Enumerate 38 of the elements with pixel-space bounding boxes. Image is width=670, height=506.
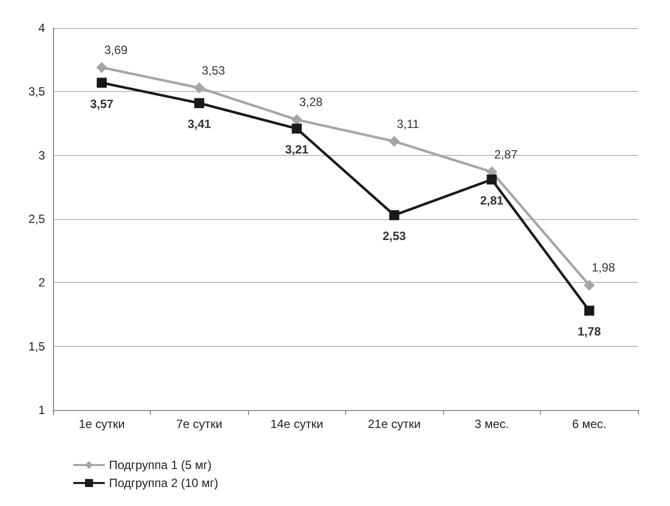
data-label: 1,78 — [578, 324, 602, 339]
y-tick-label: 1 — [38, 403, 46, 417]
data-label: 3,21 — [285, 142, 309, 157]
x-tick-label: 21е сутки — [368, 417, 421, 431]
data-label: 3,28 — [299, 95, 323, 110]
point — [194, 82, 205, 94]
point — [388, 136, 400, 147]
data-label: 2,81 — [480, 194, 504, 208]
x-tick-label: 3 мес. — [474, 417, 509, 431]
y-tick-label: 2,5 — [28, 212, 46, 226]
x-tick-label: 6 мес. — [572, 417, 606, 431]
point — [194, 98, 204, 108]
point — [96, 62, 108, 73]
y-tick-label: 3,5 — [28, 84, 46, 99]
point — [291, 114, 302, 126]
data-label: 3,57 — [90, 96, 114, 111]
legend-label: Подгруппа 1 (5 мг) — [109, 458, 212, 472]
data-label: 3,41 — [188, 117, 212, 132]
x-tick-label: 7е сутки — [176, 417, 222, 431]
data-label: 1,98 — [592, 260, 616, 275]
point — [96, 78, 107, 88]
point — [584, 280, 595, 291]
data-label: 3,53 — [202, 63, 226, 78]
y-tick-label: 4 — [38, 21, 46, 35]
data-label: 3,69 — [104, 42, 128, 57]
legend-label: Подгруппа 2 (10 мг) — [109, 476, 218, 490]
x-tick-label: 14е сутки — [270, 417, 324, 431]
data-label: 3,11 — [396, 116, 420, 131]
point — [389, 210, 400, 220]
y-tick-label: 1,5 — [28, 339, 46, 354]
point — [486, 174, 497, 185]
y-tick-label: 2 — [38, 276, 46, 290]
data-label: 2,53 — [382, 229, 406, 244]
data-label: 2,87 — [494, 147, 518, 162]
point — [584, 306, 594, 316]
x-tick-label: 1е сутки — [78, 417, 125, 431]
point — [292, 124, 302, 134]
y-tick-label: 3 — [38, 148, 46, 162]
